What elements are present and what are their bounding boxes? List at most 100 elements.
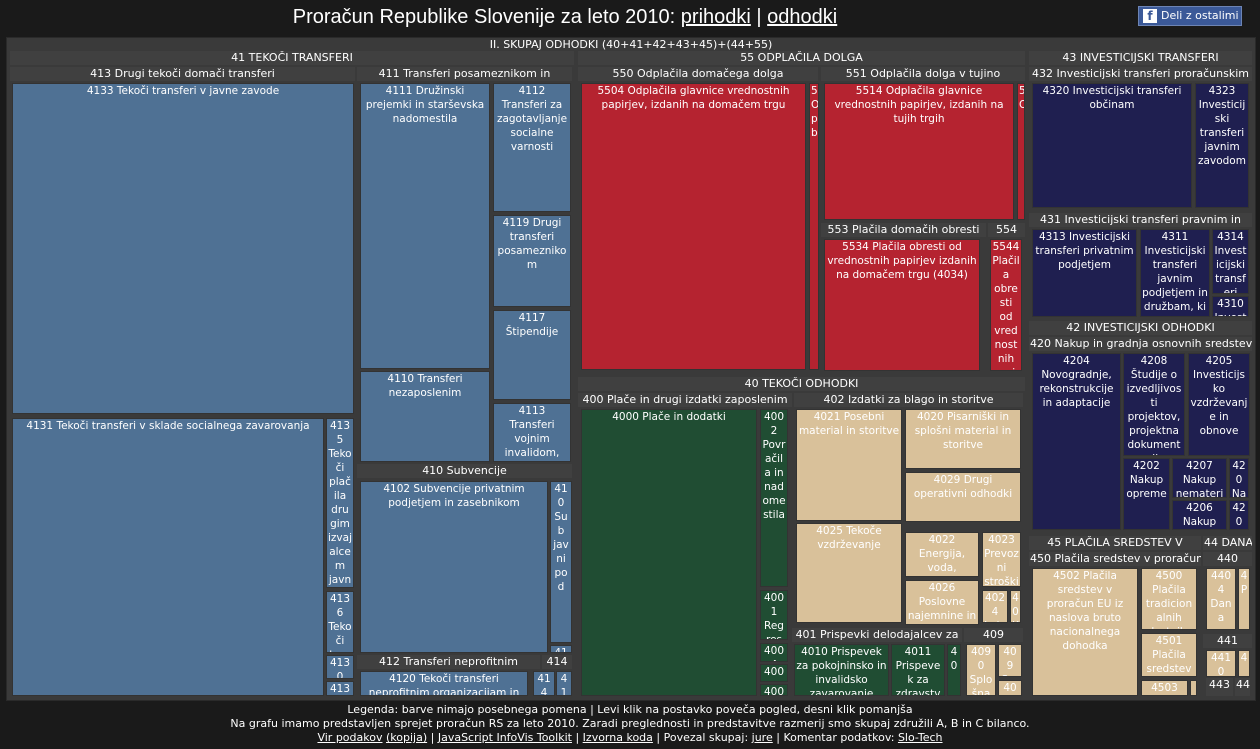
- treemap-group-header[interactable]: 420 Nakup in gradnja osnovnih sredstev: [1029, 337, 1252, 351]
- treemap-group-header[interactable]: 402 Izdatki za blago in storitve: [794, 393, 1023, 407]
- treemap-group-header[interactable]: 55 ODPLAČILA DOLGA: [578, 51, 1025, 65]
- treemap-cell[interactable]: 4313 Investicijski transferi privatnim p…: [1032, 229, 1137, 317]
- treemap-cell[interactable]: 4090 Splošna proračunska: [966, 644, 996, 696]
- treemap-cell[interactable]: 4113 Transferi vojnim invalidom, veteran…: [493, 403, 571, 462]
- prihodki-link[interactable]: prihodki: [680, 6, 751, 28]
- treemap-cell[interactable]: 4001 Regres za letni: [760, 590, 788, 640]
- treemap-cell[interactable]: 4503: [1141, 680, 1188, 696]
- treemap-cell[interactable]: 4120 Tekoči transferi neprofitnim organi…: [360, 671, 528, 696]
- treemap-cell[interactable]: 4010 Prispevek za pokojninsko in invalid…: [794, 644, 889, 696]
- treemap-cell[interactable]: 40: [947, 644, 961, 696]
- treemap-group-header[interactable]: 413 Drugi tekoči domači transferi: [10, 67, 355, 81]
- treemap-group-header[interactable]: 440: [1203, 552, 1252, 566]
- jure-link[interactable]: jure: [751, 731, 773, 744]
- treemap-cell[interactable]: 4314 Investicijski transferi posamezniko…: [1212, 229, 1249, 294]
- treemap-cell[interactable]: 4130 Tekoči: [326, 655, 354, 679]
- treemap-group-header[interactable]: 450 Plačila sredstev v proračun: [1029, 552, 1201, 566]
- treemap-group-header[interactable]: 43 INVESTICIJSKI TRANSFERI: [1029, 51, 1252, 65]
- treemap-cell[interactable]: 5 O p b: [809, 83, 819, 370]
- treemap-group-header[interactable]: 414: [542, 655, 572, 669]
- treemap-cell[interactable]: 4: [1238, 650, 1250, 677]
- treemap-group-header[interactable]: 441: [1203, 634, 1252, 648]
- treemap-cell[interactable]: 4323 Investicijski transferi javnim zavo…: [1195, 83, 1249, 208]
- treemap-cell[interactable]: 4111 Družinski prejemki in starševska na…: [360, 83, 490, 369]
- treemap-cell[interactable]: 5 O: [1017, 83, 1025, 220]
- treemap-group-header[interactable]: 41 TEKOČI TRANSFERI: [10, 51, 574, 65]
- treemap-group-header[interactable]: 409: [964, 628, 1023, 642]
- treemap-cell[interactable]: 420 Nakup: [1229, 500, 1249, 530]
- treemap-cell[interactable]: 409 Sred: [998, 644, 1022, 677]
- treemap-cell[interactable]: 4206 Nakup: [1172, 500, 1227, 530]
- treemap-cell[interactable]: 4410 Povečanje: [1206, 650, 1236, 677]
- treemap-group-header[interactable]: 42 INVESTICIJSKI ODHODKI: [1029, 321, 1252, 335]
- treemap-cell[interactable]: 4022 Energija, voda, komunalne: [905, 532, 979, 577]
- treemap-cell[interactable]: 4136 Tekoči transferi v: [326, 591, 354, 653]
- treemap-group-header[interactable]: 554: [988, 223, 1025, 237]
- treemap-group-header[interactable]: 443: [1206, 678, 1233, 696]
- odhodki-link[interactable]: odhodki: [767, 6, 838, 28]
- treemap-cell[interactable]: 4131 Tekoči transferi v sklade socialneg…: [12, 418, 324, 696]
- share-button[interactable]: f Deli z ostalimi: [1138, 6, 1242, 26]
- kopija-link[interactable]: (kopija): [385, 731, 428, 744]
- treemap-cell[interactable]: 4119 Drugi transferi posameznikom: [493, 215, 571, 307]
- treemap-cell[interactable]: 4102 Subvencije privatnim podjetjem in z…: [360, 481, 548, 653]
- treemap-cell[interactable]: 4500 Plačila tradicionalnih lastnih: [1141, 568, 1197, 630]
- treemap-cell[interactable]: 4009: [760, 684, 788, 696]
- treemap-group-header[interactable]: 411 Transferi posameznikom in: [357, 67, 572, 81]
- treemap-cell[interactable]: 4135 Tekoči plačila drugim izvajalcem ja…: [326, 418, 354, 588]
- treemap-cell[interactable]: 4132: [326, 681, 354, 696]
- treemap-cell[interactable]: 4204 Novogradnje, rekonstrukcije in adap…: [1032, 353, 1121, 530]
- treemap-cell[interactable]: 410: [550, 645, 572, 653]
- treemap-cell[interactable]: 41: [556, 671, 572, 696]
- treemap-cell[interactable]: 4011 Prispevek za zdravstveno: [891, 644, 945, 696]
- treemap-group-header[interactable]: 45 PLAČILA SREDSTEV V: [1029, 536, 1201, 550]
- treemap-cell[interactable]: 414 Tek: [533, 671, 555, 696]
- treemap-cell[interactable]: 409: [998, 680, 1022, 696]
- treemap-cell[interactable]: [1190, 680, 1197, 696]
- treemap-cell[interactable]: 4205 Investicijsko vzdrževanje in obnove: [1188, 353, 1250, 456]
- treemap-cell[interactable]: 4023 Prevozni stroški in: [982, 532, 1021, 587]
- treemap-cell[interactable]: 4404 Dana posojila privat: [1206, 568, 1236, 630]
- treemap-group-header[interactable]: 553 Plačila domačih obresti: [821, 223, 986, 237]
- treemap-cell[interactable]: 4202 Nakup opreme: [1123, 458, 1170, 530]
- treemap-cell[interactable]: 410 Sub javni pod: [550, 481, 572, 643]
- treemap-group-header[interactable]: 401 Prispevki delodajalcev za: [792, 628, 962, 642]
- treemap-cell[interactable]: 4020 Pisarniški in splošni material in s…: [905, 409, 1021, 469]
- treemap-cell[interactable]: 4029 Drugi operativni odhodki: [905, 472, 1021, 522]
- treemap-cell[interactable]: 4502 Plačila sredstev v proračun EU iz n…: [1032, 568, 1138, 696]
- treemap-group-header[interactable]: 443: [1235, 678, 1250, 696]
- treemap-cell[interactable]: 4000 Plače in dodatki: [581, 409, 757, 696]
- vir-podatkov-link[interactable]: Vir podakov: [317, 731, 383, 744]
- treemap-cell[interactable]: 4002 Povračila in nadomestila: [760, 409, 788, 587]
- treemap-cell[interactable]: 420 Nakup prevoznih: [1229, 458, 1249, 498]
- treemap-cell[interactable]: 4025 Tekoče vzdrževanje: [796, 523, 902, 623]
- treemap-cell[interactable]: 4311 Investicijski transferi javnim podj…: [1140, 229, 1210, 317]
- treemap-cell[interactable]: 4026 Poslovne najemnine in zakupnine: [905, 580, 979, 625]
- treemap-cell[interactable]: 4320 Investicijski transferi občinam: [1032, 83, 1192, 208]
- treemap-cell[interactable]: 5534 Plačila obresti od vrednostnih papi…: [824, 239, 980, 371]
- treemap-cell[interactable]: 5504 Odplačila glavnice vrednostnih papi…: [581, 83, 806, 370]
- treemap-group-header[interactable]: 400 Plače in drugi izdatki zaposlenim: [578, 393, 792, 407]
- treemap-cell[interactable]: 4117 Štipendije: [493, 310, 571, 400]
- treemap-group-header[interactable]: 40 TEKOČI ODHODKI: [578, 377, 1025, 391]
- treemap-cell[interactable]: 5514 Odplačila glavnice vrednostnih papi…: [824, 83, 1014, 220]
- treemap-group-header[interactable]: 551 Odplačila dolga v tujino: [821, 67, 1025, 81]
- treemap-group-header[interactable]: 550 Odplačila domačega dolga: [578, 67, 818, 81]
- treemap-cell[interactable]: 40 K: [1010, 590, 1021, 623]
- treemap-group-header[interactable]: 44 DANA: [1203, 536, 1252, 550]
- slotech-link[interactable]: Slo-Tech: [897, 731, 943, 744]
- treemap-cell[interactable]: 4024 Izdatki: [982, 590, 1008, 623]
- infovis-toolkit-link[interactable]: JavaScript InfoVis Toolkit: [437, 731, 572, 744]
- treemap-cell[interactable]: 4110 Transferi nezaposlenim: [360, 371, 490, 462]
- treemap-group-header[interactable]: 412 Transferi neprofitnim: [357, 655, 540, 669]
- treemap-group-header[interactable]: 431 Investicijski transferi pravnim in: [1029, 213, 1252, 227]
- treemap-cell[interactable]: 4133 Tekoči transferi v javne zavode: [12, 83, 354, 414]
- treemap-group-header[interactable]: 410 Subvencije: [357, 464, 572, 478]
- treemap-cell[interactable]: 4021 Posebni material in storitve: [796, 409, 902, 521]
- treemap-cell[interactable]: 4207 Nakup nematerialnega: [1172, 458, 1227, 498]
- treemap-cell[interactable]: 4003: [760, 664, 788, 682]
- treemap-group-header[interactable]: 432 Investicijski transferi proračunskim: [1029, 67, 1252, 81]
- treemap-cell[interactable]: 4208 Študije o izvedljivosti projektov, …: [1123, 353, 1185, 456]
